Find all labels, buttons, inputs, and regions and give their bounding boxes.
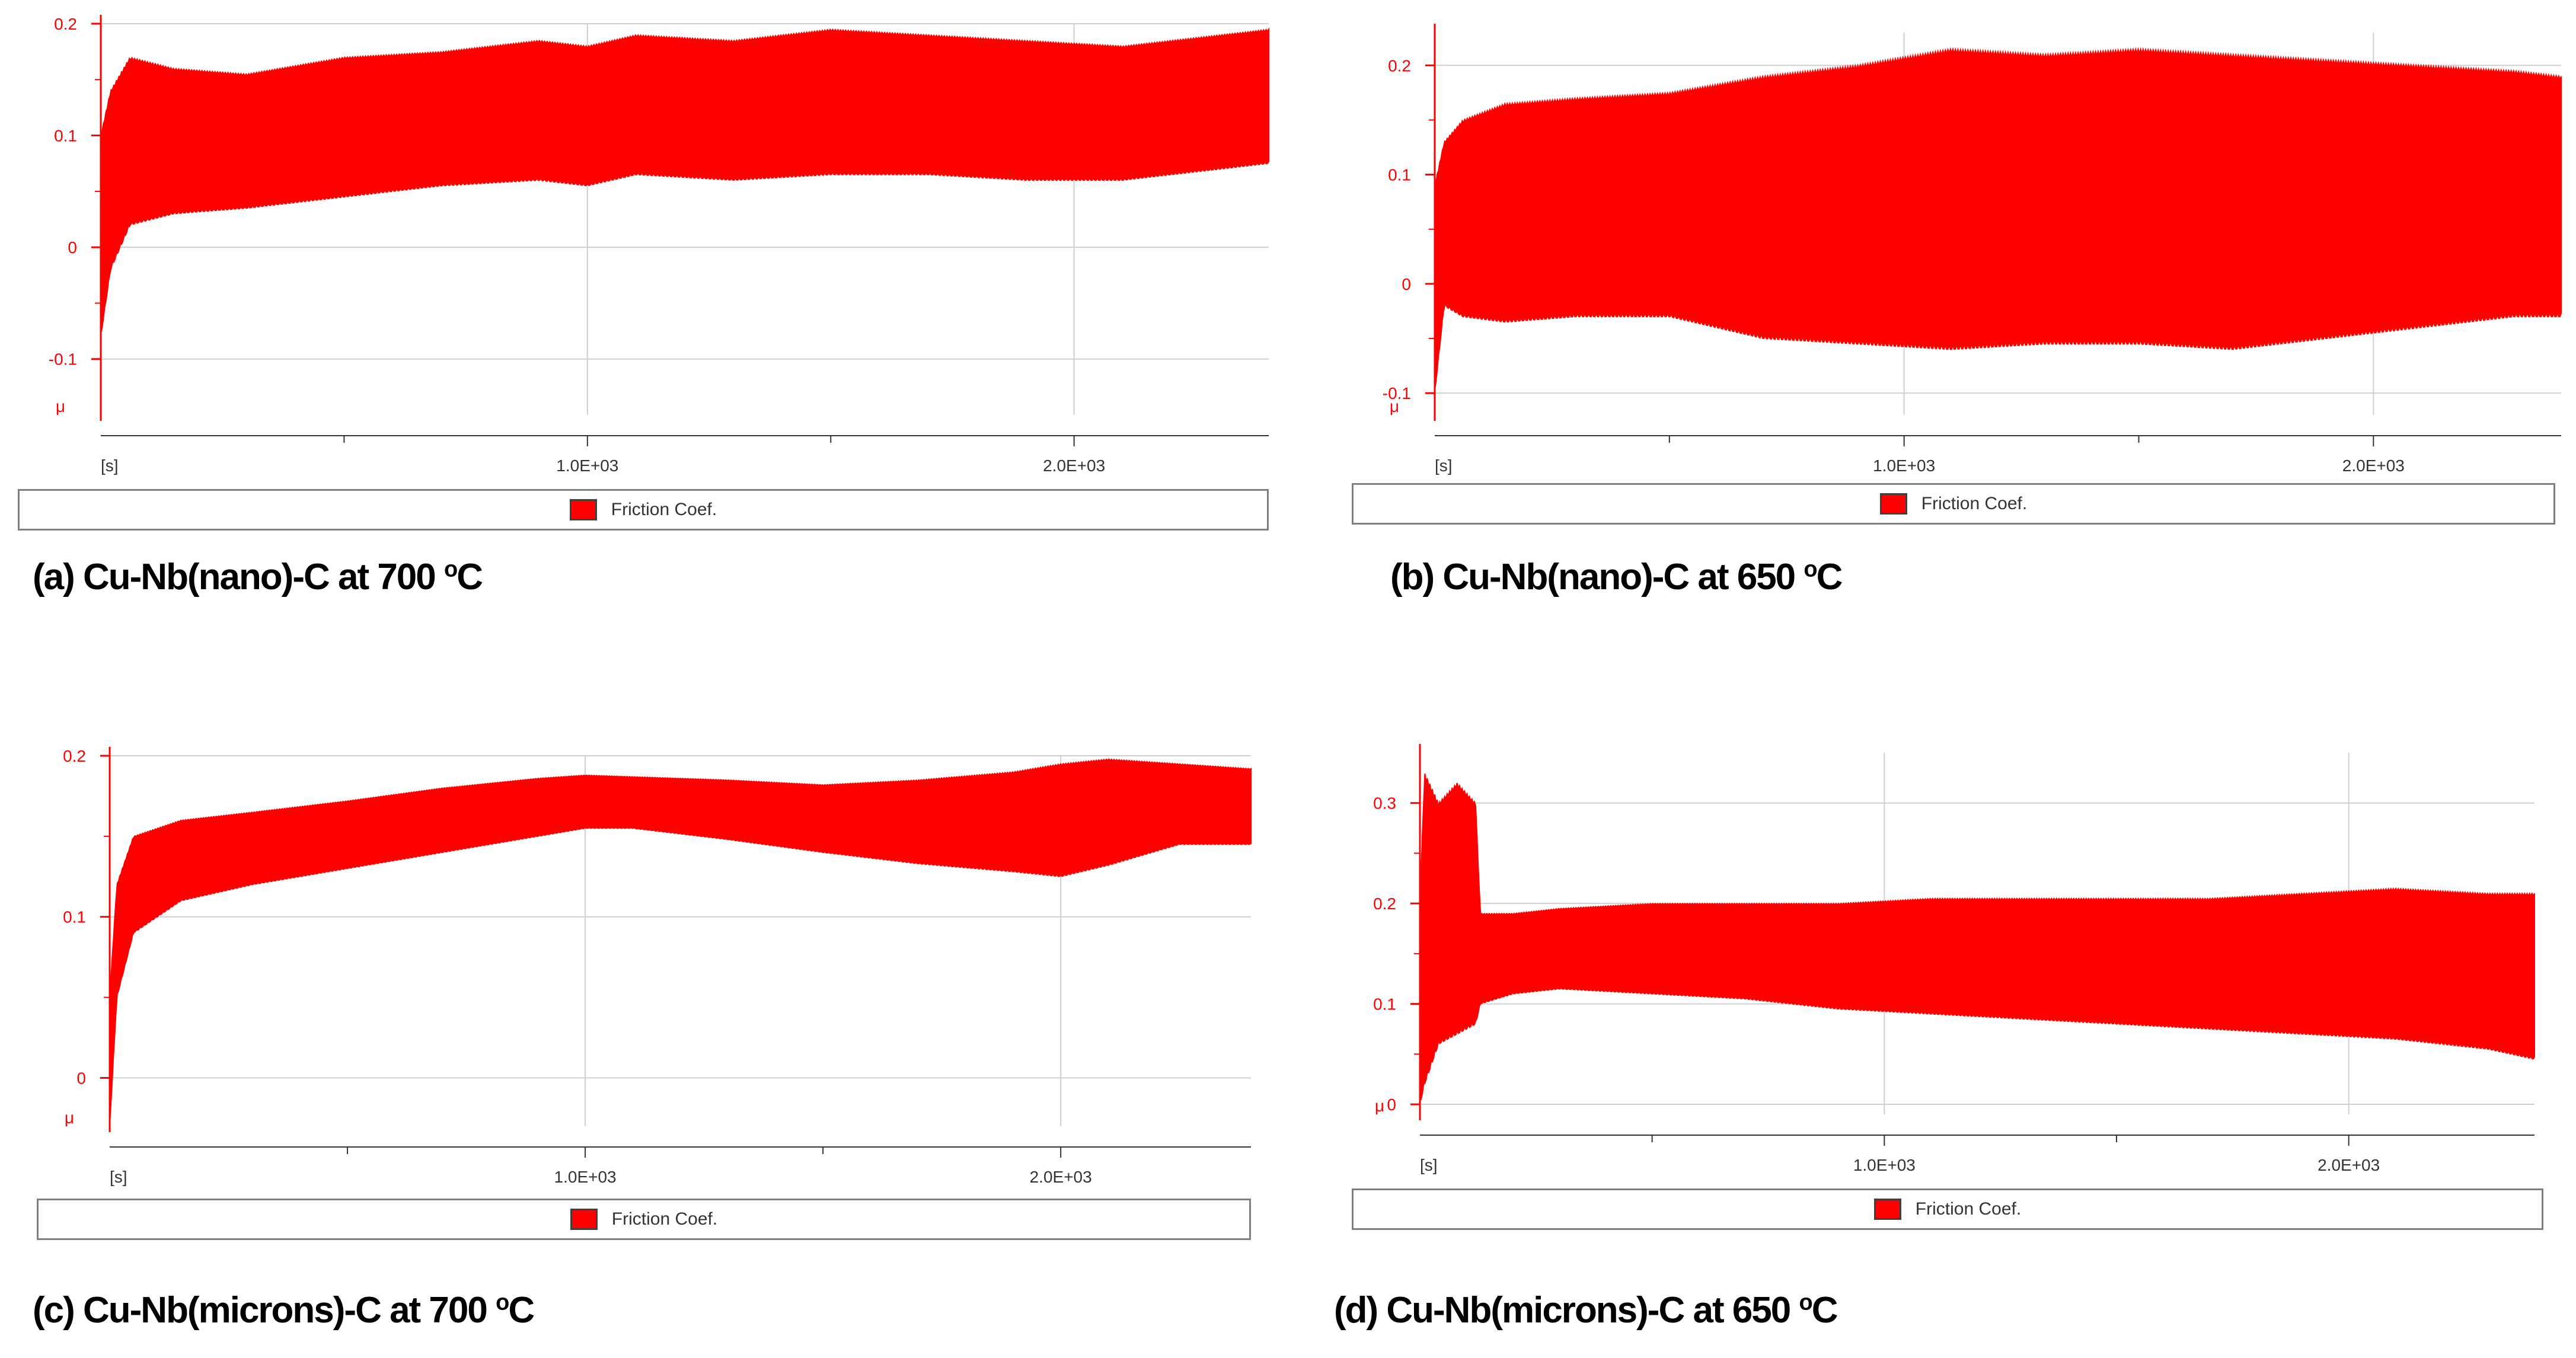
x-tick-label: 2.0E+03 xyxy=(2318,1156,2380,1174)
y-tick-label: 0.1 xyxy=(63,908,86,926)
x-axis-label: [s] xyxy=(110,1168,127,1186)
x-tick-label: 1.0E+03 xyxy=(1853,1156,1916,1174)
caption-c: (c) Cu-Nb(microns)-C at 700 oC xyxy=(33,1289,535,1331)
caption-text: (c) Cu-Nb(microns)-C at 700 xyxy=(33,1290,496,1331)
panel-a: 0.2 0.1 0 -0.1 μ 1.0E+03 2.0E+03 [s] Friction C… xyxy=(0,0,1288,652)
y-tick-label: 0 xyxy=(76,1069,86,1087)
x-tick-label: 2.0E+03 xyxy=(2342,456,2405,475)
legend-label: Friction Coef. xyxy=(611,1209,718,1229)
friction-coef-series xyxy=(100,27,1269,334)
panel-b: 0.2 0.1 0 -0.1 μ 1.0E+03 2.0E+03 [s] Friction C… xyxy=(1334,0,2576,652)
y-tick-label: 0.2 xyxy=(63,747,86,765)
chart-d: 0.3 0.2 0.1 0μ 1.0E+03 2.0E+03 [s] xyxy=(1373,744,2535,1174)
y-tick-label: 0.3 xyxy=(1373,794,1396,813)
y-tick-label: 0.1 xyxy=(54,127,77,145)
caption-unit: C xyxy=(1816,557,1843,597)
x-tick-label: 1.0E+03 xyxy=(554,1168,617,1186)
legend-swatch xyxy=(570,1209,598,1230)
caption-sup: o xyxy=(1803,557,1817,582)
y-axis-label: μ xyxy=(1375,1097,1384,1115)
panel-d: 0.3 0.2 0.1 0 μ 1.0E+03 2.0E+03 [s] Friction Co… xyxy=(1334,723,2576,1358)
caption-unit: C xyxy=(508,1290,535,1331)
caption-unit: C xyxy=(1811,1290,1838,1331)
caption-sup: o xyxy=(496,1290,509,1315)
y-tick-label: -0.1 xyxy=(49,350,77,369)
legend-c: Friction Coef. xyxy=(37,1199,1251,1240)
y-axis-label: μ xyxy=(1390,397,1399,416)
x-axis-label: [s] xyxy=(1420,1156,1438,1174)
y-tick-label: 0.2 xyxy=(54,15,77,33)
caption-d: (d) Cu-Nb(microns)-C at 650 oC xyxy=(1334,1289,1838,1331)
y-tick-label: 0 xyxy=(1402,275,1411,293)
y-tick-label: 0.1 xyxy=(1373,995,1396,1014)
legend-swatch xyxy=(569,499,597,520)
legend-b: Friction Coef. xyxy=(1352,483,2555,525)
x-tick-label: 1.0E+03 xyxy=(1873,456,1935,475)
friction-coef-series xyxy=(1434,47,2562,391)
x-tick-label: 1.0E+03 xyxy=(556,456,618,475)
legend-a: Friction Coef. xyxy=(18,489,1269,531)
x-tick-label: 2.0E+03 xyxy=(1043,456,1105,475)
friction-coef-series xyxy=(1419,773,2535,1102)
legend-swatch xyxy=(1879,493,1907,515)
chart-a: 0.2 0.1 0 -0.1 μ 1.0E+03 2.0E+03 [s] xyxy=(49,15,1269,475)
x-axis-label: [s] xyxy=(1435,456,1453,475)
legend-label: Friction Coef. xyxy=(1915,1199,2022,1219)
y-tick-label: 0.2 xyxy=(1388,56,1411,75)
panel-c: 0.2 0.1 0 μ 1.0E+03 2.0E+03 [s] Friction Coef.… xyxy=(0,723,1288,1358)
y-axis-label: μ xyxy=(56,397,65,416)
legend-swatch xyxy=(1873,1199,1901,1220)
caption-sup: o xyxy=(444,557,458,582)
caption-b: (b) Cu-Nb(nano)-C at 650 oC xyxy=(1390,556,1843,598)
y-tick-label: -0.1 xyxy=(1383,384,1411,402)
friction-coef-series xyxy=(109,758,1252,1125)
x-tick-label: 2.0E+03 xyxy=(1030,1168,1092,1186)
y-tick-label: 0 xyxy=(68,238,77,257)
caption-a: (a) Cu-Nb(nano)-C at 700 oC xyxy=(33,556,483,598)
chart-c: 0.2 0.1 0 μ 1.0E+03 2.0E+03 [s] xyxy=(63,747,1252,1186)
chart-b: 0.2 0.1 0 -0.1μ 1.0E+03 2.0E+03 [s] xyxy=(1383,24,2562,475)
y-axis-label: μ xyxy=(65,1108,74,1127)
legend-d: Friction Coef. xyxy=(1352,1188,2543,1230)
y-tick-label: 0.2 xyxy=(1373,894,1396,913)
caption-unit: C xyxy=(457,557,483,597)
y-tick-label: 0.1 xyxy=(1388,166,1411,184)
y-tick-label: 0 xyxy=(1387,1095,1396,1114)
caption-text: (d) Cu-Nb(microns)-C at 650 xyxy=(1334,1290,1799,1331)
legend-label: Friction Coef. xyxy=(611,500,717,519)
caption-text: (b) Cu-Nb(nano)-C at 650 xyxy=(1390,557,1804,597)
legend-label: Friction Coef. xyxy=(1921,494,2028,513)
x-axis-label: [s] xyxy=(101,456,119,475)
caption-text: (a) Cu-Nb(nano)-C at 700 xyxy=(33,557,444,597)
caption-sup: o xyxy=(1799,1290,1812,1315)
